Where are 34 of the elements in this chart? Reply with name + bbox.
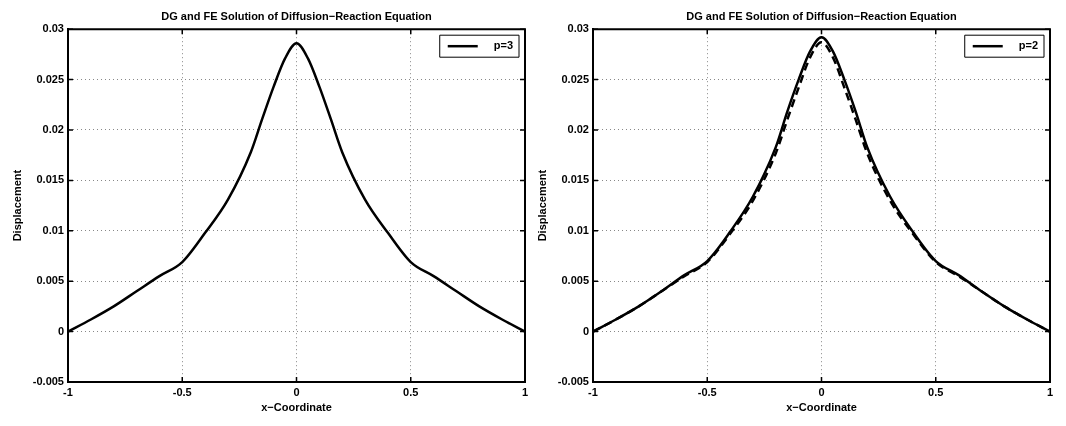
x-tick-label: 1 [521,385,529,398]
x-tick-label: -1 [588,385,598,398]
y-tick-label: 0.015 [36,173,64,186]
x-tick-label: -0.5 [697,385,717,398]
y-tick-label: 0.03 [567,22,589,35]
y-axis-title: Displacement [11,169,24,242]
legend-label: p=2 [1018,39,1038,52]
x-tick-label: 1 [1046,385,1054,398]
y-axis-title: Displacement [536,169,549,242]
y-tick-label: 0 [582,324,589,337]
x-tick-label: 0 [818,385,825,398]
y-tick-label: -0.005 [32,375,64,388]
y-tick-label: 0.025 [36,72,64,85]
x-tick-label: 0.5 [928,385,944,398]
x-axis-title: x−Coordinate [786,400,857,413]
y-tick-label: 0 [57,324,64,337]
chart-title: DG and FE Solution of Diffusion−Reaction Equation [686,9,957,22]
x-tick-label: 0 [293,385,300,398]
y-tick-label: -0.005 [557,375,589,388]
legend-label: p=3 [493,39,513,52]
y-tick-label: 0.03 [42,22,64,35]
x-tick-label: 0.5 [403,385,419,398]
x-tick-label: -0.5 [172,385,192,398]
y-tick-label: 0.005 [36,274,64,287]
chart-title: DG and FE Solution of Diffusion−Reaction Equation [161,9,432,22]
y-tick-label: 0.01 [42,223,64,236]
y-tick-label: 0.02 [42,123,64,136]
y-tick-label: 0.02 [567,123,589,136]
y-tick-label: 0.01 [567,223,589,236]
y-tick-label: 0.015 [561,173,589,186]
y-tick-label: 0.025 [561,72,589,85]
x-axis-title: x−Coordinate [261,400,332,413]
x-tick-label: -1 [63,385,73,398]
y-tick-label: 0.005 [561,274,589,287]
